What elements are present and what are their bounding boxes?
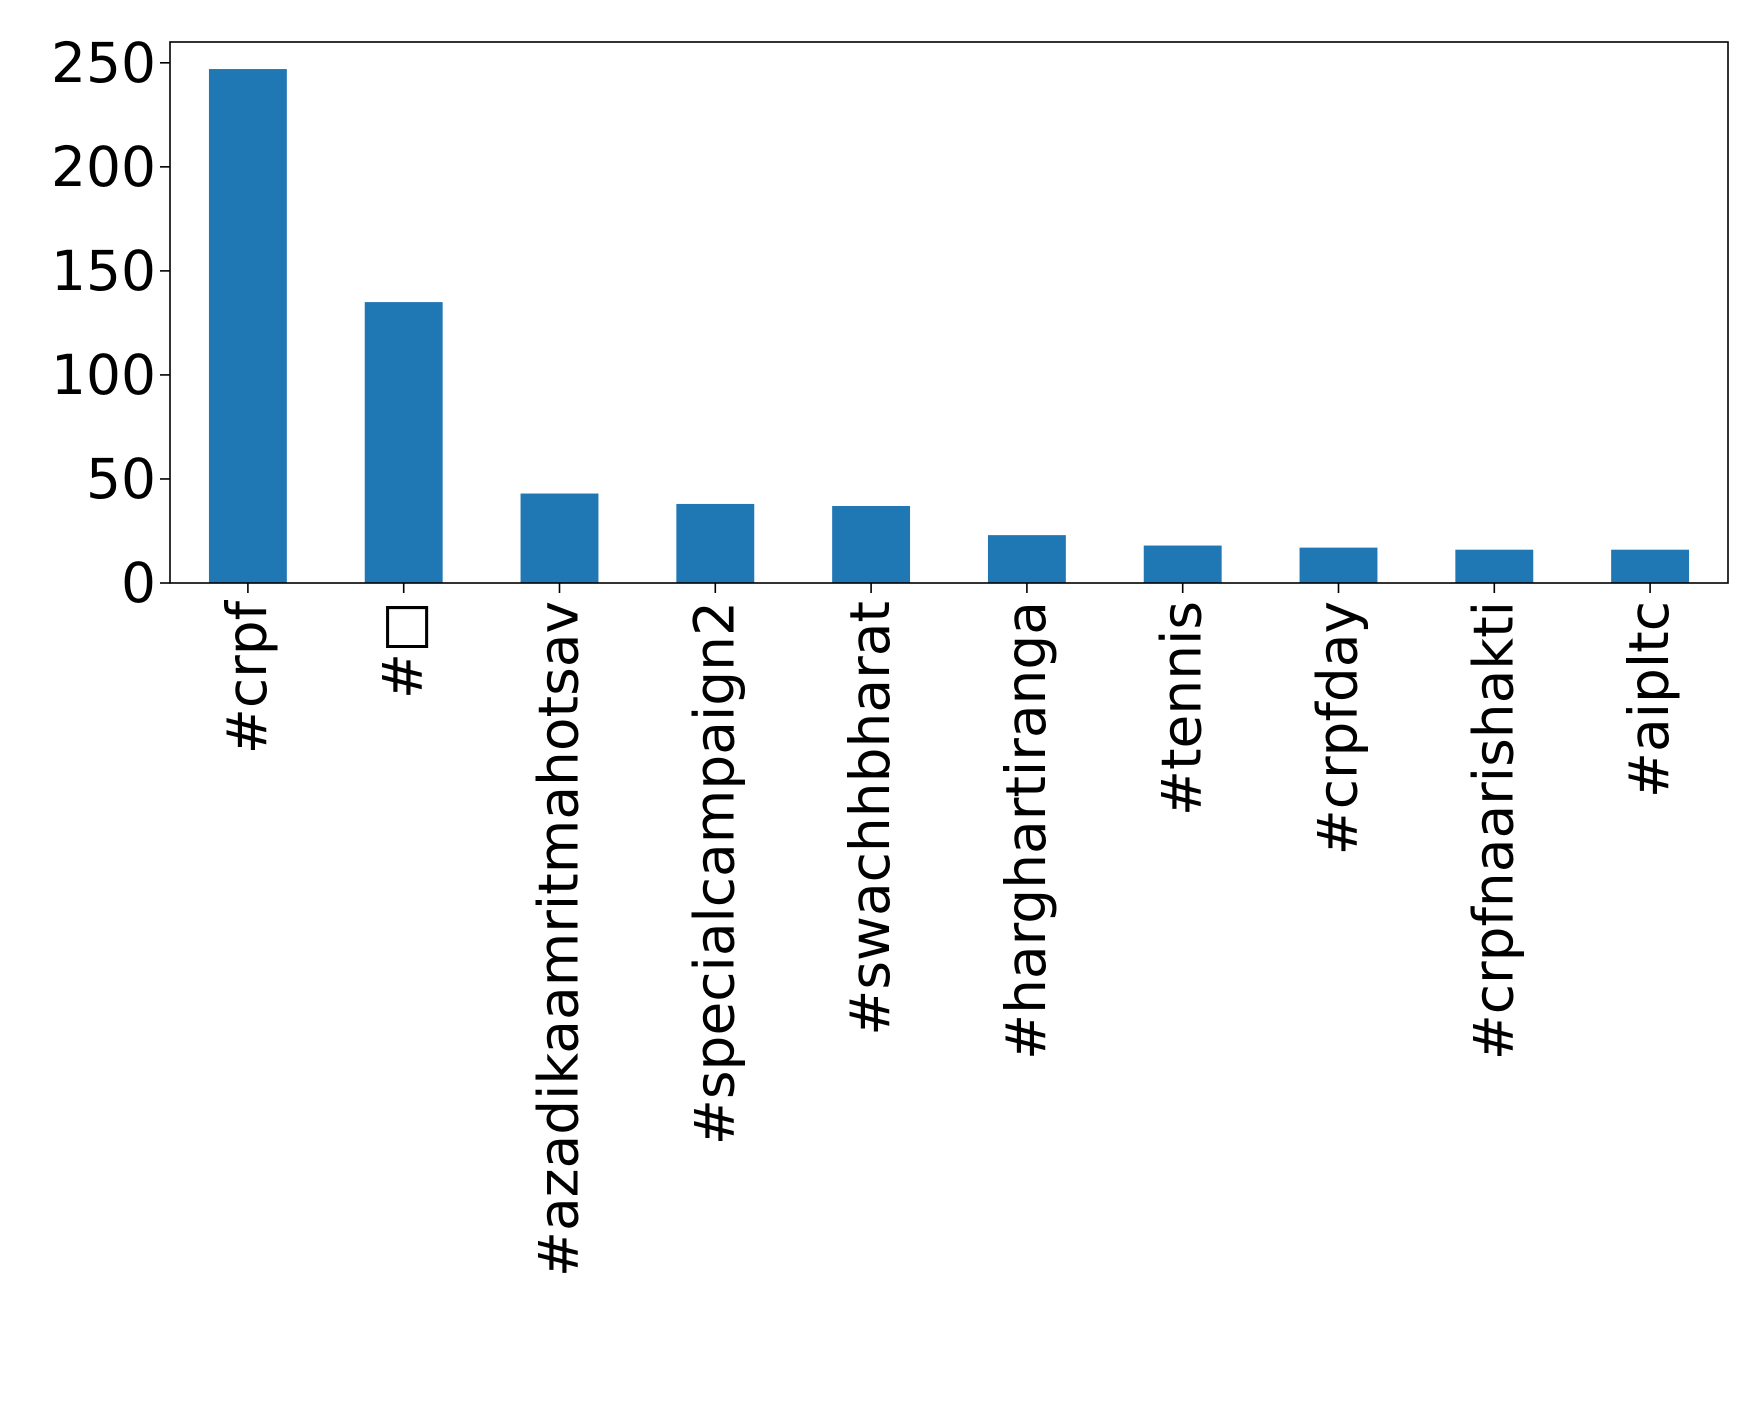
bar [676,503,755,583]
bar [1455,549,1534,583]
bar [364,302,443,583]
bar [208,69,287,584]
x-tick-label: #crpf [215,599,279,754]
y-tick-label: 100 [51,343,156,407]
x-tick-label: #crpfday [1306,601,1370,855]
x-tick-label: #azadikaamritmahotsav [527,601,591,1277]
y-tick-label: 0 [121,551,156,615]
bar [1143,545,1222,583]
y-tick-label: 250 [51,31,156,95]
y-tick-label: 150 [51,239,156,303]
x-tick-label: #harghartiranga [994,601,1058,1060]
x-tick-label: #aipltc [1617,601,1681,798]
x-tick-label: #crpfnaarishakti [1461,601,1525,1060]
x-tick-label: #□ [371,601,435,699]
x-tick-label: #swachhbharat [838,601,902,1036]
plot-frame [169,41,1729,584]
y-axis: 0 50 100 150 200 250 [51,31,170,615]
bar [1299,547,1378,583]
y-tick-label: 200 [51,135,156,199]
bars-layer [208,69,1690,584]
x-tick-label: #specialcampaign2 [682,601,746,1145]
bar [987,535,1066,583]
bar [832,506,911,583]
bar [1611,549,1690,583]
y-tick-label: 50 [86,447,156,511]
x-tick-label: #tennis [1150,601,1214,816]
x-axis: #crpf #□ #azadikaamritmahotsav #specialcamp… [215,583,1681,1277]
bar [520,493,599,583]
